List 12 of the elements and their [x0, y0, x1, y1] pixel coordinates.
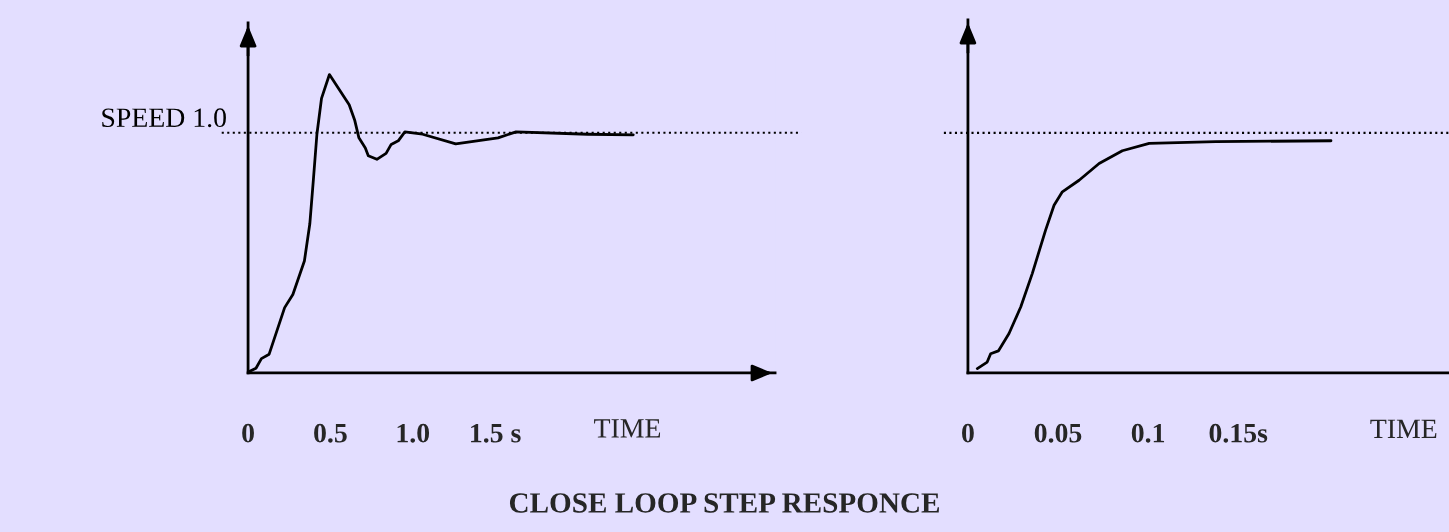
x-tick-label: 0 — [242, 423, 254, 443]
x-tick-label: 0.05 — [1034, 423, 1082, 443]
text: CLOSE LOOP STEP RESPONCE — [509, 493, 939, 513]
x-axis-title: TIME — [1370, 419, 1437, 438]
x-tick-label: 0 — [962, 423, 974, 443]
x-axis-title: TIME — [594, 419, 661, 438]
ref-line-label: SPEED 1.0 — [102, 108, 226, 128]
x-tick-label: 0.5 — [314, 423, 347, 443]
x-tick-label: 0.15s — [1209, 423, 1268, 443]
x-tick-label: 0.1 — [1131, 423, 1165, 443]
x-tick-label: 1.0 — [397, 423, 430, 443]
x-tick-label: 1.5 s — [471, 423, 521, 443]
